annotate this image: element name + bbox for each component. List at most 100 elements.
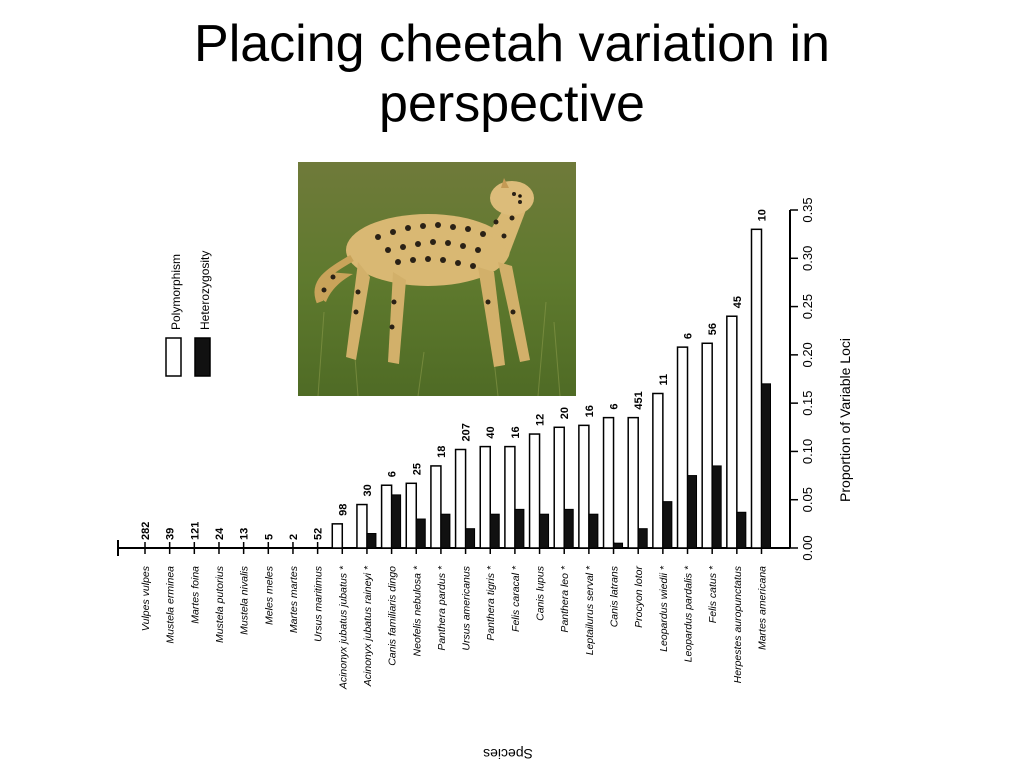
polymorphism-bar [578, 424, 590, 549]
heterozygosity-bar [588, 513, 599, 549]
sample-size-label: 6 [609, 404, 621, 410]
category-label: Neofelis nebulosa * [411, 565, 423, 656]
category-label: Mustela putorius [214, 565, 226, 643]
y-tick-label: 0.00 [800, 535, 815, 560]
y-tick-label: 0.20 [800, 342, 815, 367]
sample-size-label: 10 [757, 209, 769, 221]
category-label: Canis lupus [535, 565, 547, 621]
category-label: Acinonyx jubatus jubatus * [337, 565, 349, 690]
y-tick-label: 0.05 [800, 487, 815, 512]
sample-size-label: 16 [510, 426, 522, 438]
heterozygosity-bar [539, 513, 550, 549]
polymorphism-bar [454, 448, 467, 549]
heterozygosity-bar [465, 528, 476, 549]
sample-size-label: 2 [288, 534, 300, 540]
category-label: Felis caracal * [510, 565, 522, 632]
category-label: Panthera pardus * [436, 565, 448, 651]
heterozygosity-bar [613, 542, 624, 549]
sample-size-label: 18 [436, 446, 448, 458]
sample-size-label: 451 [633, 391, 645, 409]
sample-size-label: 5 [263, 534, 275, 540]
category-label: Canis familiaris dingo [387, 566, 399, 666]
polymorphism-bar [652, 392, 664, 549]
heterozygosity-bar [711, 465, 722, 549]
category-label: Meles meles [263, 565, 275, 625]
polymorphism-bar [356, 503, 368, 549]
chart-legend: Polymorphism Heterozygosity [165, 251, 212, 377]
sample-size-label: 16 [584, 405, 596, 417]
category-label: Leopardus pardalis * [683, 565, 695, 662]
cheetah-illustration [298, 162, 576, 396]
sample-size-label: 25 [411, 463, 423, 475]
sample-size-label: 20 [559, 407, 571, 419]
polymorphism-bar [528, 433, 541, 549]
sample-size-label: 6 [683, 333, 695, 339]
heterozygosity-bar [514, 508, 525, 549]
heterozygosity-bar [761, 383, 771, 549]
category-label: Ursus maritimus [313, 565, 325, 642]
category-label: Vulpes vulpes [140, 565, 152, 631]
heterozygosity-bar [637, 528, 648, 549]
polymorphism-bar [676, 346, 689, 549]
sample-size-label: 45 [732, 296, 744, 308]
category-label: Mustela nivalis [239, 565, 251, 635]
category-label: Leopardus wiedii * [658, 565, 670, 652]
sample-size-label: 24 [214, 527, 226, 540]
sample-size-label: 12 [535, 414, 547, 426]
category-label: Martes foina [189, 566, 201, 624]
category-label: Panthera leo * [559, 565, 571, 632]
category-label: Canis latrans [609, 565, 621, 627]
sample-size-label: 30 [362, 484, 374, 496]
sample-size-label: 39 [165, 528, 177, 540]
y-axis-title: Proportion of Variable Loci [837, 338, 853, 502]
heterozygosity-bar [489, 513, 500, 549]
sample-size-label: 52 [313, 528, 325, 540]
sample-size-label: 13 [239, 528, 251, 540]
sample-size-label: 207 [461, 423, 473, 441]
polymorphism-bar [750, 228, 763, 549]
legend-swatch-polymorphism [165, 337, 182, 377]
y-tick-label: 0.15 [800, 390, 815, 415]
sample-size-label: 98 [337, 504, 349, 516]
category-label: Martes martes [288, 565, 300, 633]
sample-size-label: 282 [140, 522, 152, 540]
heterozygosity-bar [687, 475, 698, 549]
category-label: Herpestes auropunctatus [732, 565, 744, 683]
legend-label-heterozygosity: Heterozygosity [198, 251, 212, 330]
polymorphism-bar [479, 445, 491, 549]
category-label: Procyon lotor [633, 566, 645, 628]
y-tick-label: 0.30 [800, 246, 815, 271]
category-label: Felis catus * [707, 565, 719, 623]
category-label: Leptailurus serval * [584, 565, 596, 655]
polymorphism-bar [726, 315, 738, 549]
sample-size-label: 121 [189, 522, 201, 540]
sample-size-label: 40 [485, 426, 497, 438]
heterozygosity-bar [563, 508, 574, 549]
category-label: Acinonyx jubatus raineyi * [362, 565, 374, 687]
polymorphism-bar [504, 445, 516, 549]
category-label: Panthera tigris * [485, 565, 497, 641]
chart-bars [331, 228, 771, 549]
heterozygosity-bar [391, 494, 402, 549]
cheetah-photo [298, 162, 576, 396]
chart-labels: 0.00 0.05 0.10 0.15 0.20 0.25 0.30 0.35 Proporti… [140, 197, 853, 762]
polymorphism-bar [405, 482, 418, 549]
heterozygosity-bar [736, 511, 747, 549]
legend-label-polymorphism: Polymorphism [169, 254, 183, 330]
polymorphism-bar [701, 342, 713, 549]
sample-size-label: 6 [387, 471, 399, 477]
legend-swatch-heterozygosity [194, 337, 211, 377]
slide-title-line-2: perspective [379, 75, 645, 133]
polymorphism-bar [380, 484, 393, 549]
polymorphism-bar [331, 523, 344, 549]
polymorphism-bar [627, 416, 639, 549]
heterozygosity-bar [440, 513, 451, 549]
heterozygosity-bar [415, 518, 426, 549]
y-tick-label: 0.35 [800, 197, 815, 222]
heterozygosity-bar [366, 533, 377, 549]
polymorphism-bar [602, 416, 615, 549]
category-label: Mustela erminea [165, 566, 177, 644]
x-axis-title: Species [483, 746, 533, 762]
y-tick-label: 0.25 [800, 294, 815, 319]
